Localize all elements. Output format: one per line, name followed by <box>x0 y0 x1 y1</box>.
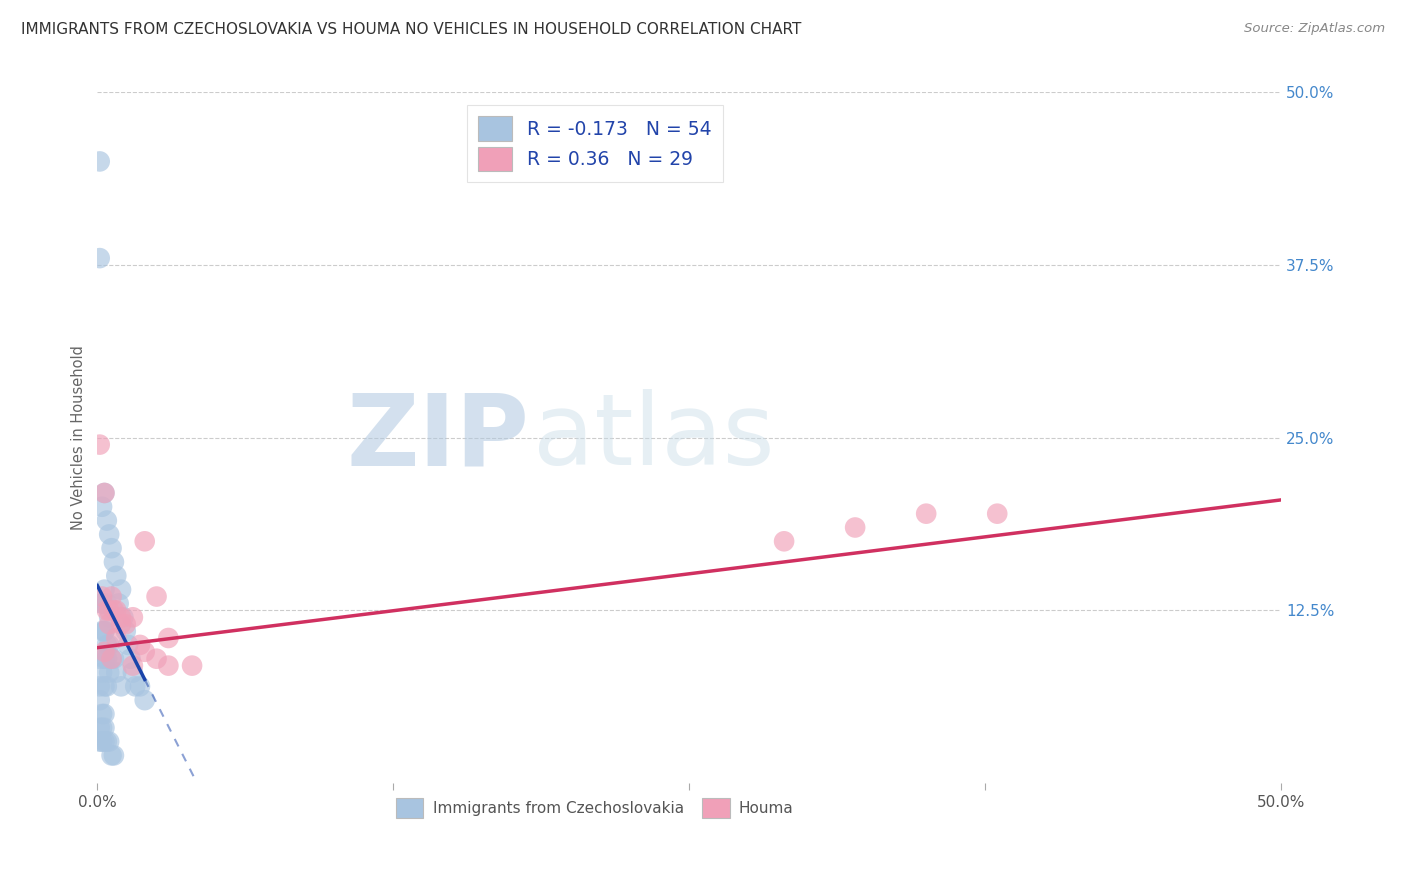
Point <box>117 638 139 652</box>
Point <box>181 658 204 673</box>
Point <box>110 582 132 597</box>
Point <box>89 679 111 693</box>
Point <box>100 541 122 556</box>
Point <box>98 617 121 632</box>
Point <box>98 665 121 680</box>
Point <box>134 645 156 659</box>
Point <box>100 590 122 604</box>
Point <box>91 624 114 639</box>
Point <box>93 486 115 500</box>
Point <box>93 734 115 748</box>
Point <box>114 617 136 632</box>
Point <box>114 624 136 639</box>
Point <box>98 638 121 652</box>
Point <box>96 603 118 617</box>
Text: Source: ZipAtlas.com: Source: ZipAtlas.com <box>1244 22 1385 36</box>
Point <box>103 555 125 569</box>
Point <box>110 679 132 693</box>
Point <box>773 534 796 549</box>
Point <box>844 520 866 534</box>
Point <box>112 610 135 624</box>
Point <box>89 651 111 665</box>
Point <box>93 651 115 665</box>
Text: atlas: atlas <box>533 389 775 486</box>
Point <box>91 590 114 604</box>
Legend: Immigrants from Czechoslovakia, Houma: Immigrants from Czechoslovakia, Houma <box>389 792 800 823</box>
Point <box>89 154 111 169</box>
Point <box>93 624 115 639</box>
Point <box>145 590 167 604</box>
Point <box>98 734 121 748</box>
Point <box>96 679 118 693</box>
Point <box>93 624 115 639</box>
Point <box>122 610 145 624</box>
Point <box>93 706 115 721</box>
Point <box>89 693 111 707</box>
Point <box>89 721 111 735</box>
Point <box>107 597 129 611</box>
Point <box>96 597 118 611</box>
Point <box>129 679 152 693</box>
Point <box>157 631 180 645</box>
Point <box>96 651 118 665</box>
Point <box>93 721 115 735</box>
Point <box>89 251 111 265</box>
Point <box>100 651 122 665</box>
Point <box>96 638 118 652</box>
Point <box>986 507 1008 521</box>
Point <box>96 514 118 528</box>
Y-axis label: No Vehicles in Household: No Vehicles in Household <box>72 345 86 530</box>
Point <box>145 651 167 665</box>
Point <box>89 734 111 748</box>
Point <box>100 651 122 665</box>
Point <box>98 610 121 624</box>
Point <box>91 721 114 735</box>
Text: ZIP: ZIP <box>347 389 530 486</box>
Point <box>157 658 180 673</box>
Point <box>124 679 146 693</box>
Point <box>93 486 115 500</box>
Point <box>91 500 114 514</box>
Point <box>98 603 121 617</box>
Point <box>915 507 938 521</box>
Point <box>93 645 115 659</box>
Point <box>93 679 115 693</box>
Text: IMMIGRANTS FROM CZECHOSLOVAKIA VS HOUMA NO VEHICLES IN HOUSEHOLD CORRELATION CHA: IMMIGRANTS FROM CZECHOSLOVAKIA VS HOUMA … <box>21 22 801 37</box>
Point <box>93 582 115 597</box>
Point <box>91 665 114 680</box>
Point <box>103 603 125 617</box>
Point <box>103 651 125 665</box>
Point <box>105 603 128 617</box>
Point <box>110 610 132 624</box>
Point <box>134 693 156 707</box>
Point <box>91 706 114 721</box>
Point <box>122 658 145 673</box>
Point <box>129 638 152 652</box>
Point <box>103 748 125 763</box>
Point <box>105 665 128 680</box>
Point <box>98 527 121 541</box>
Point <box>91 734 114 748</box>
Point <box>105 569 128 583</box>
Point <box>91 597 114 611</box>
Point <box>91 597 114 611</box>
Point <box>120 651 142 665</box>
Point <box>110 617 132 632</box>
Point <box>134 534 156 549</box>
Point <box>96 734 118 748</box>
Point <box>105 631 128 645</box>
Point <box>100 748 122 763</box>
Point <box>89 437 111 451</box>
Point <box>122 665 145 680</box>
